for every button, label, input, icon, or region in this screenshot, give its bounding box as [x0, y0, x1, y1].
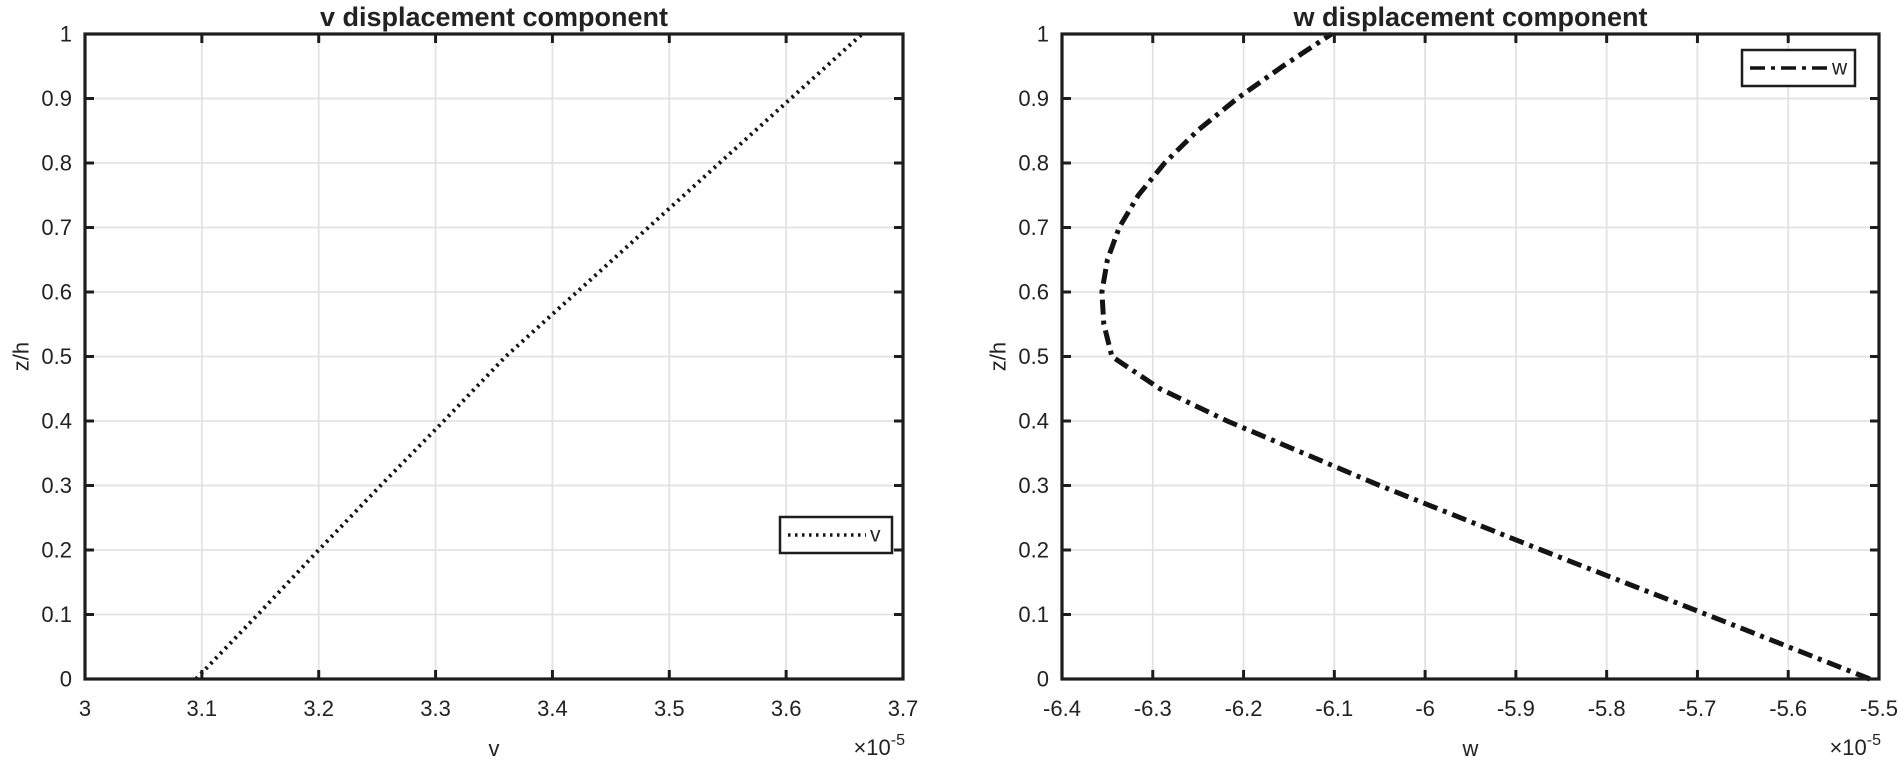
- y-tick-label: 0: [60, 667, 72, 692]
- legend-label: v: [870, 524, 881, 547]
- x-tick-label: -5.7: [1678, 696, 1716, 721]
- chart-title: w displacement component: [1292, 2, 1647, 32]
- y-axis-label: z/h: [9, 342, 34, 371]
- x-tick-label: -6.3: [1134, 696, 1172, 721]
- x-tick-label: -5.8: [1588, 696, 1626, 721]
- exponent-power: -5: [891, 732, 905, 749]
- x-tick-label: 3.4: [537, 696, 568, 721]
- series-v-curve: [194, 32, 864, 681]
- y-tick-label: 0.5: [41, 344, 72, 369]
- y-tick-label: 0.1: [1018, 602, 1049, 627]
- y-axis-label: z/h: [986, 342, 1011, 371]
- x-tick-label: -6.2: [1225, 696, 1263, 721]
- x-axis-label: w: [1462, 736, 1479, 761]
- y-tick-label: 0.7: [41, 215, 72, 240]
- y-tick-label: 0.7: [1018, 215, 1049, 240]
- y-tick-label: 0.8: [41, 151, 72, 176]
- x-tick-label: 3.3: [420, 696, 451, 721]
- legend-label: w: [1831, 57, 1848, 80]
- exponent-power: -5: [1867, 732, 1881, 749]
- chart-title: v displacement component: [320, 2, 668, 32]
- y-tick-label: 0.4: [41, 409, 72, 434]
- chart-v-panel: 3 3.1 3.2 3.3 3.4 3.5 3.6 3.7 0 0.1 0.2 0.3 0.4 0.5 0.…: [9, 2, 919, 761]
- x-tick-label: -6.1: [1315, 696, 1353, 721]
- series-w-curve: [1099, 31, 1871, 682]
- x-tick-label: -5.6: [1769, 696, 1807, 721]
- y-tick-label: 0.3: [41, 473, 72, 498]
- y-tick-label: 1: [1037, 22, 1049, 47]
- x-tick-label: 3: [79, 696, 91, 721]
- y-tick-label: 0.6: [41, 280, 72, 305]
- x-tick-label: -5.5: [1860, 696, 1898, 721]
- y-tick-label: 0.2: [41, 538, 72, 563]
- x-tick-label: 3.2: [303, 696, 334, 721]
- x-tick-label: -6: [1415, 696, 1435, 721]
- x-tick-label: -6.4: [1043, 696, 1081, 721]
- y-tick-label: 0: [1037, 667, 1049, 692]
- x-tick-label: 3.7: [888, 696, 919, 721]
- y-tick-label: 0.9: [1018, 86, 1049, 111]
- axis-exponent-label: ×10-5: [1829, 732, 1881, 760]
- y-tick-label: 0.8: [1018, 151, 1049, 176]
- y-tick-label: 0.9: [41, 86, 72, 111]
- x-tick-label: 3.5: [654, 696, 685, 721]
- axis-exponent-label: ×10-5: [853, 732, 905, 760]
- chart-w-panel: -6.4 -6.3 -6.2 -6.1 -6 -5.9 -5.8 -5.7 -5.6 -5.5 0 0…: [986, 2, 1898, 761]
- legend-box: [778, 515, 894, 555]
- exponent-base: ×10: [853, 735, 890, 760]
- y-tick-label: 1: [60, 22, 72, 47]
- exponent-base: ×10: [1829, 735, 1866, 760]
- x-axis-label: v: [489, 736, 500, 761]
- x-tick-label: 3.1: [187, 696, 218, 721]
- y-tick-label: 0.4: [1018, 409, 1049, 434]
- y-tick-label: 0.2: [1018, 538, 1049, 563]
- x-tick-label: 3.6: [771, 696, 802, 721]
- y-tick-label: 0.6: [1018, 280, 1049, 305]
- y-tick-label: 0.3: [1018, 473, 1049, 498]
- y-tick-label: 0.5: [1018, 344, 1049, 369]
- x-tick-label: -5.9: [1497, 696, 1535, 721]
- y-tick-label: 0.1: [41, 602, 72, 627]
